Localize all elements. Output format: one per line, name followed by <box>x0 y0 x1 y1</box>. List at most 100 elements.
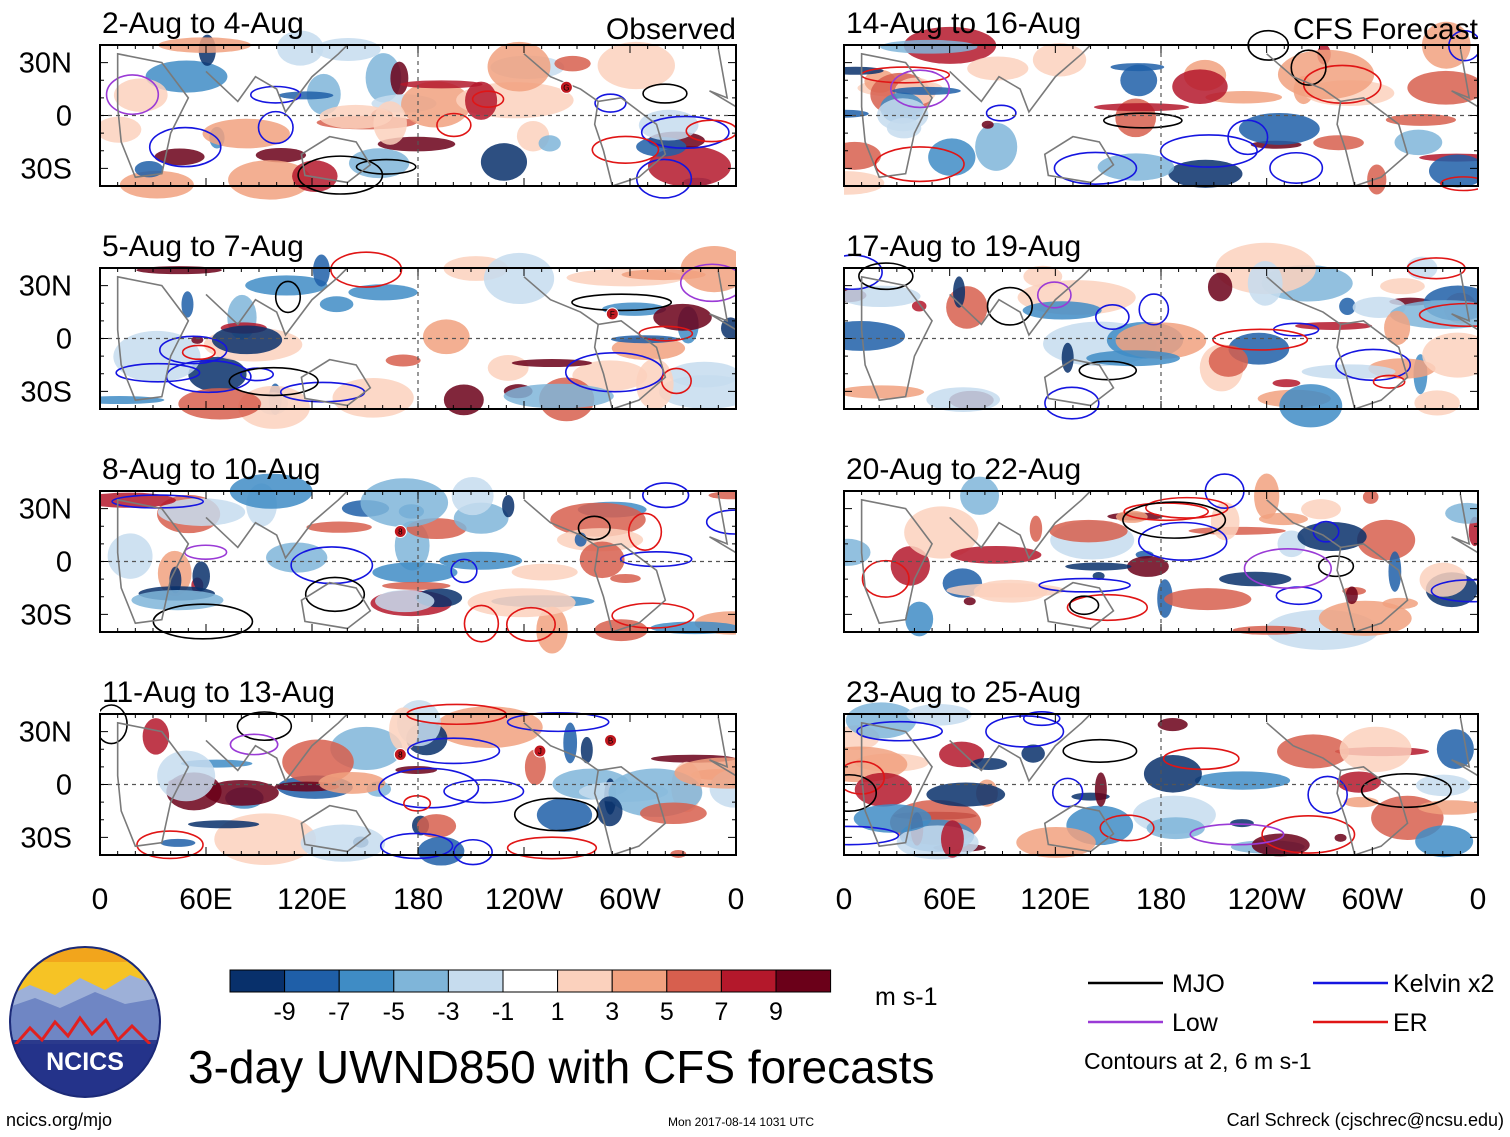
footer-url[interactable]: ncics.org/mjo <box>6 1110 113 1130</box>
contour-line <box>1099 814 1155 842</box>
coastline <box>709 48 736 108</box>
anomaly-blob <box>502 494 515 518</box>
anomaly-blob <box>1390 300 1478 329</box>
anomaly-blob <box>536 798 593 832</box>
contour-line <box>379 832 454 860</box>
storm-marker: G <box>559 80 573 94</box>
colorbar-tick-label: -1 <box>492 998 514 1026</box>
anomaly-blob <box>640 802 707 825</box>
coastline <box>523 53 667 188</box>
anomaly-blob <box>1277 49 1375 100</box>
coastline <box>949 44 1092 114</box>
anomaly-blob <box>1422 332 1478 378</box>
anomaly-blob <box>483 252 555 305</box>
map-panel: 14-Aug to 16-Aug CFS Forecast <box>843 7 1479 195</box>
contour-line <box>591 135 660 164</box>
anomaly-blob <box>119 170 194 199</box>
lon-tick-label: 0 <box>1470 883 1487 916</box>
anomaly-blob <box>1022 301 1102 320</box>
contour-line <box>1269 151 1324 184</box>
storm-marker: B <box>604 733 618 747</box>
coastline <box>860 275 933 402</box>
anomaly-blob <box>886 117 922 139</box>
anomaly-blob <box>480 143 528 181</box>
anomaly-blob <box>844 141 881 170</box>
anomaly-blob <box>905 601 934 637</box>
anomaly-blob <box>487 354 529 381</box>
contour-line <box>640 115 730 150</box>
anomaly-blob <box>113 78 168 112</box>
anomaly-blob <box>365 53 402 103</box>
anomaly-blob <box>511 359 593 368</box>
coastline <box>116 721 190 848</box>
contour-line <box>1162 747 1240 771</box>
contour-line <box>355 158 417 175</box>
contour-line <box>505 606 556 643</box>
anomaly-blob <box>1445 502 1478 524</box>
anomaly-blob <box>385 354 421 367</box>
panel-date-label: 17-Aug to 19-Aug <box>846 230 1081 263</box>
anomaly-blob <box>113 330 201 383</box>
anomaly-blob <box>674 757 736 789</box>
anomaly-blob <box>1093 103 1190 112</box>
lat-tick-label: 0 <box>56 101 72 133</box>
storm-marker: F <box>605 307 619 321</box>
colorbar-tick-label: -7 <box>328 998 350 1026</box>
anomaly-blob <box>928 138 976 177</box>
coastline <box>205 490 348 560</box>
storm-marker-label: 8 <box>398 751 403 760</box>
anomaly-blob <box>1143 754 1202 793</box>
ncics-logo: NCICS <box>9 946 161 1098</box>
colorbar-tick-label: 7 <box>714 998 728 1026</box>
anomaly-blob <box>1339 726 1412 773</box>
anomaly-blob <box>904 506 979 559</box>
anomaly-blob <box>1065 562 1132 571</box>
anomaly-blob <box>306 521 372 533</box>
panel-date-label: 11-Aug to 13-Aug <box>102 676 335 709</box>
legend-er-label: ER <box>1393 1009 1428 1037</box>
colorbar-box <box>720 969 777 993</box>
anomaly-blob <box>100 492 176 508</box>
lat-tick-label: 0 <box>56 324 72 356</box>
anomaly-blob <box>844 385 925 399</box>
anomaly-blob <box>1301 364 1396 380</box>
anomaly-blob <box>1120 64 1158 97</box>
contour-line <box>1307 775 1348 814</box>
coastline <box>523 276 667 411</box>
anomaly-blob <box>467 588 576 618</box>
anomaly-blob <box>315 38 381 61</box>
contour-line <box>1138 293 1170 326</box>
contour-line <box>844 254 883 291</box>
coastline <box>300 581 372 630</box>
anomaly-blob <box>1207 272 1233 302</box>
anomaly-blob <box>1468 516 1478 547</box>
anomaly-blob <box>465 81 498 120</box>
anomaly-blob <box>228 160 312 200</box>
contour-line <box>136 830 204 860</box>
lon-tick-label: 60E <box>179 883 232 916</box>
anomaly-blob <box>395 765 438 774</box>
contour-line <box>274 280 302 314</box>
legend-kelvin-label: Kelvin x2 <box>1393 970 1494 998</box>
colorbar-tick-label: 1 <box>551 998 565 1026</box>
coastline <box>300 804 372 853</box>
contour-line <box>1243 547 1333 589</box>
coastline <box>1043 804 1115 853</box>
contour-line <box>642 482 690 509</box>
anomaly-blob <box>680 246 736 293</box>
anomaly-blob <box>1334 833 1347 842</box>
anomaly-blob <box>1094 772 1107 807</box>
contour-line <box>249 85 302 104</box>
anomaly-blob <box>1016 826 1096 858</box>
anomaly-blob <box>373 101 407 145</box>
anomaly-blob <box>1297 522 1367 551</box>
contour-line <box>471 90 505 108</box>
storm-marker-label: 8 <box>398 528 403 537</box>
anomaly-blob <box>1230 819 1254 828</box>
contour-note: Contours at 2, 6 m s-1 <box>1084 1048 1312 1074</box>
anomaly-blob <box>312 254 330 287</box>
colorbar-box <box>611 969 668 993</box>
anomaly-blob <box>1415 825 1474 858</box>
contour-line <box>685 119 736 143</box>
